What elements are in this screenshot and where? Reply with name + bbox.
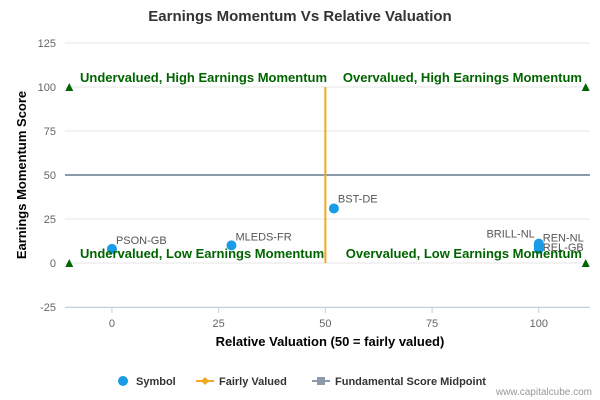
y-tick-label: 25	[44, 214, 56, 226]
data-point	[533, 243, 544, 254]
quadrant-label: Undervalued, High Earnings Momentum	[80, 70, 327, 85]
y-tick-label: -25	[40, 302, 56, 314]
corner-marker	[65, 83, 74, 91]
y-axis-title: Earnings Momentum Score	[14, 91, 29, 259]
point-label: BRILL-NL	[486, 229, 534, 241]
corner-marker	[581, 83, 590, 91]
point-label: REL-GB	[543, 242, 584, 254]
x-tick-label: 25	[213, 318, 225, 330]
y-tick-label: 50	[44, 170, 56, 182]
x-tick-label: 50	[319, 318, 331, 330]
x-tick-label: 75	[426, 318, 438, 330]
legend-label: Fundamental Score Midpoint	[335, 376, 486, 388]
x-tick-label: 100	[530, 318, 548, 330]
x-axis: 0 25 50 75 100	[65, 307, 590, 330]
legend-fairly-valued-marker	[201, 377, 209, 385]
x-axis-title: Relative Valuation (50 = fairly valued)	[216, 334, 445, 349]
legend-symbol-marker	[118, 376, 128, 386]
quadrant-label: Overvalued, Low Earnings Momentum	[346, 246, 582, 261]
data-point	[226, 240, 237, 251]
x-tick-label: 0	[109, 318, 115, 330]
y-tick-label: 125	[38, 38, 56, 50]
y-tick-label: 100	[38, 82, 56, 94]
plot-area: PSON-GB MLEDS-FR BST-DE BRILL-NL REN-NLREL-G…	[65, 83, 590, 267]
y-axis: -25 0 25 50 75 100 125	[38, 38, 56, 314]
point-label: MLEDS-FR	[235, 231, 291, 243]
legend: Symbol Fairly Valued Fundamental Score Mid…	[118, 376, 486, 388]
y-tick-label: 0	[50, 258, 56, 270]
data-point	[328, 203, 339, 214]
legend-label: Symbol	[136, 376, 176, 388]
point-label: BST-DE	[338, 193, 378, 205]
credit-text: www.capitalcube.com	[495, 387, 592, 398]
point-label: REN-NL	[543, 232, 584, 244]
data-point	[106, 243, 117, 254]
corner-marker	[65, 259, 74, 267]
quadrant-label: Undervalued, Low Earnings Momentum	[80, 246, 324, 261]
quadrant-labels: Undervalued, High Earnings Momentum Overv…	[80, 70, 582, 261]
chart-title: Earnings Momentum Vs Relative Valuation	[148, 8, 451, 25]
y-tick-label: 75	[44, 126, 56, 138]
legend-midpoint-marker	[317, 377, 325, 385]
point-label: PSON-GB	[116, 235, 167, 247]
corner-marker	[581, 259, 590, 267]
legend-label: Fairly Valued	[219, 376, 287, 388]
quadrant-label: Overvalued, High Earnings Momentum	[343, 70, 582, 85]
